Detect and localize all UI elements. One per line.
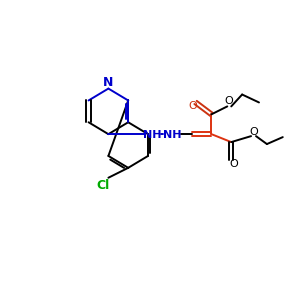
Text: O: O [230, 159, 239, 169]
Text: NH: NH [143, 130, 161, 140]
Text: O: O [224, 97, 233, 106]
Text: Cl: Cl [97, 179, 110, 192]
Text: N: N [103, 76, 114, 89]
Text: O: O [250, 127, 258, 137]
Text: NH: NH [163, 130, 181, 140]
Text: O: O [188, 101, 197, 111]
